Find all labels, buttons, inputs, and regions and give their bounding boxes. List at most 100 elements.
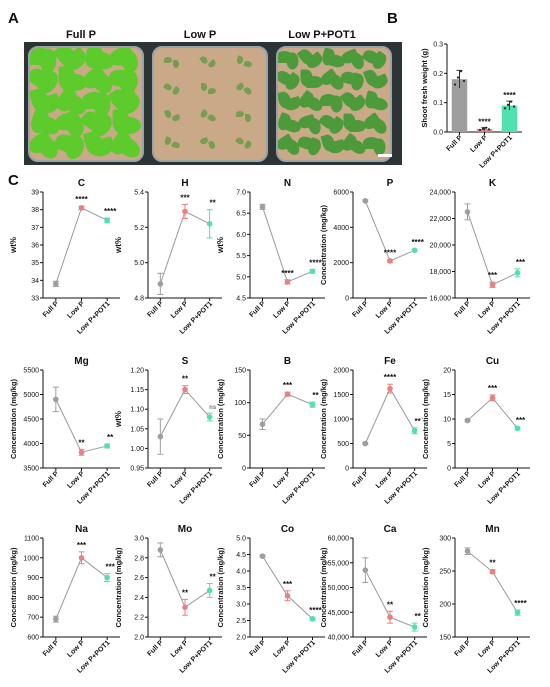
y-tick-label: 0 bbox=[242, 466, 246, 473]
y-tick-label: 50,000 bbox=[328, 585, 350, 592]
data-point-low-p bbox=[489, 395, 496, 401]
x-tick-label: Full P bbox=[146, 300, 165, 319]
significance-label: *** bbox=[488, 384, 498, 393]
trend-line bbox=[55, 207, 108, 285]
significance-label: ** bbox=[415, 417, 422, 426]
y-tick-label: 5.0 bbox=[236, 536, 246, 543]
chart-title: N bbox=[284, 178, 291, 189]
photo-label-low-p-pot1: Low P+POT1 bbox=[288, 29, 356, 41]
bar-low-p-pot1 bbox=[501, 105, 518, 132]
x-tick-label: Full P bbox=[351, 470, 370, 489]
data-point-full-p bbox=[157, 547, 164, 553]
y-tick-label: 24,000 bbox=[430, 190, 452, 197]
data-point-low-p bbox=[284, 279, 291, 285]
chart-title: Cu bbox=[486, 356, 499, 367]
data-point bbox=[462, 79, 466, 83]
x-tick-label: Low P bbox=[375, 639, 395, 659]
y-tick-label: 3.0 bbox=[236, 602, 246, 609]
chart-title: Co bbox=[281, 524, 294, 535]
trend-line bbox=[55, 557, 108, 620]
y-axis-label: wt% bbox=[9, 237, 18, 254]
y-axis-label: Concentration (mg/kg) bbox=[421, 547, 430, 628]
y-tick-label: 100 bbox=[234, 400, 246, 407]
data-point-low-p-pot1 bbox=[309, 401, 316, 408]
y-tick-label: 2.4 bbox=[134, 595, 144, 602]
trend-line bbox=[159, 210, 210, 285]
x-tick-label: Low P bbox=[272, 470, 292, 490]
x-tick-label: Low P bbox=[66, 639, 86, 659]
data-point-full-p bbox=[259, 553, 266, 559]
y-tick-label: 55,000 bbox=[328, 560, 350, 567]
chart-title: Mo bbox=[178, 524, 192, 535]
chart-title: Mg bbox=[74, 356, 88, 367]
x-tick-label: Full P bbox=[453, 639, 472, 658]
y-tick-label: 2.8 bbox=[134, 555, 144, 562]
chart-title: Na bbox=[75, 524, 88, 535]
data-point-low-p bbox=[489, 568, 496, 575]
scale-bar bbox=[378, 154, 392, 157]
y-tick-label: 50 bbox=[238, 433, 246, 440]
significance-label: **** bbox=[281, 269, 294, 278]
y-tick-label: 5.4 bbox=[134, 190, 144, 197]
data-point-low-p-pot1 bbox=[104, 217, 110, 224]
trend-line bbox=[262, 393, 313, 425]
plant-leaf bbox=[305, 76, 323, 89]
data-point-low-p-pot1 bbox=[411, 427, 418, 434]
chart-title: Ca bbox=[384, 524, 397, 535]
y-tick-label: 5.0 bbox=[134, 260, 144, 267]
data-point-full-p bbox=[157, 281, 164, 287]
y-tick-label: 4.0 bbox=[236, 569, 246, 576]
x-tick-label: Low P bbox=[272, 639, 292, 659]
tray-low-p-pot1 bbox=[276, 46, 392, 162]
y-tick-label: 4.8 bbox=[134, 296, 144, 303]
y-tick-label: 4.5 bbox=[236, 552, 246, 559]
y-tick-label: 1000 bbox=[23, 555, 39, 562]
data-point-low-p bbox=[78, 449, 85, 456]
data-point bbox=[512, 105, 516, 108]
data-point-full-p bbox=[53, 616, 59, 622]
y-tick-label: 1500 bbox=[333, 392, 349, 399]
y-tick-label: 4000 bbox=[333, 225, 349, 232]
data-point-low-p-pot1 bbox=[206, 221, 213, 227]
x-tick-label: Full P bbox=[248, 300, 267, 319]
chart-title: B bbox=[284, 356, 291, 367]
y-tick-label: 22,000 bbox=[430, 216, 452, 223]
y-axis-label: Concentration (mg/kg) bbox=[9, 547, 18, 628]
data-point-full-p bbox=[259, 204, 266, 210]
y-tick-label: 0 bbox=[447, 466, 451, 473]
significance-label: **** bbox=[503, 91, 516, 100]
chart-title: Fe bbox=[384, 356, 396, 367]
y-tick-label: 2.0 bbox=[236, 635, 246, 642]
y-tick-label: 15 bbox=[443, 392, 451, 399]
y-tick-label: 2.2 bbox=[134, 615, 144, 622]
chart-title: S bbox=[182, 356, 189, 367]
plant-leaf bbox=[164, 56, 172, 63]
y-tick-label: 3500 bbox=[23, 466, 39, 473]
x-tick-label: Full P bbox=[351, 639, 370, 658]
data-point-low-p-pot1 bbox=[411, 247, 418, 254]
significance-label: ** bbox=[415, 612, 422, 621]
x-tick-label: Low P bbox=[170, 300, 190, 320]
bar-full-p bbox=[451, 79, 468, 132]
y-tick-label: 800 bbox=[27, 595, 39, 602]
y-tick-label: 250 bbox=[439, 569, 451, 576]
y-tick-label: 5000 bbox=[23, 392, 39, 399]
y-tick-label: 6.0 bbox=[236, 232, 246, 239]
data-point-low-p-pot1 bbox=[206, 587, 213, 594]
y-tick-label: 3.5 bbox=[236, 585, 246, 592]
data-point bbox=[503, 107, 507, 110]
x-tick-label: Full P bbox=[351, 300, 370, 319]
plant-leaf bbox=[349, 119, 367, 132]
x-tick-label: Low P bbox=[477, 639, 497, 659]
data-point bbox=[459, 70, 463, 73]
y-tick-label: 1.10 bbox=[130, 407, 144, 414]
y-tick-label: 35 bbox=[31, 260, 39, 267]
y-tick-label: 4000 bbox=[23, 441, 39, 448]
panel-label-a: A bbox=[8, 10, 19, 27]
y-tick-label: 6000 bbox=[333, 190, 349, 197]
